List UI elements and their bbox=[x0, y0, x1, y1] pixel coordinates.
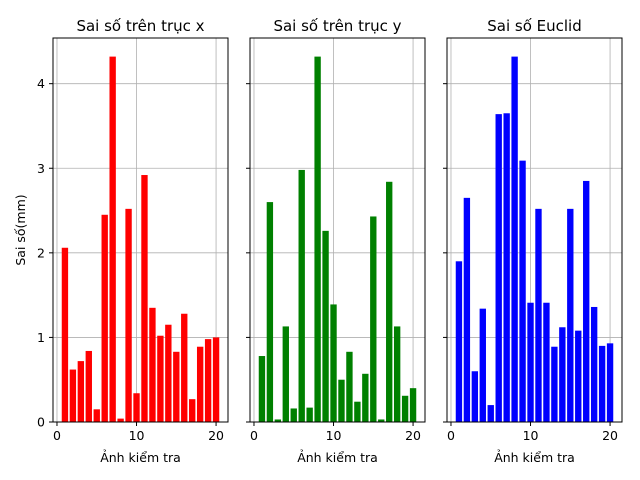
x-tick-label: 20 bbox=[405, 428, 421, 443]
bar bbox=[598, 345, 606, 422]
chart-title: Sai số trên trục y bbox=[273, 17, 401, 35]
bar bbox=[69, 369, 77, 422]
bar bbox=[338, 379, 345, 422]
bar bbox=[503, 113, 510, 423]
bar bbox=[133, 393, 140, 422]
bar bbox=[109, 56, 116, 422]
bar bbox=[495, 114, 502, 422]
axes-frame bbox=[446, 37, 623, 423]
x-tick-label: 0 bbox=[53, 428, 61, 443]
bar bbox=[362, 373, 369, 422]
bar bbox=[519, 160, 526, 422]
y-axis-label: Sai số(mm) bbox=[13, 194, 28, 265]
bar bbox=[583, 180, 590, 422]
grid bbox=[250, 38, 425, 423]
x-tick-label: 10 bbox=[326, 428, 342, 443]
y-tick-label: 2 bbox=[37, 245, 45, 260]
bar bbox=[455, 261, 463, 422]
bar bbox=[306, 407, 313, 422]
bar bbox=[61, 247, 69, 422]
bar bbox=[471, 371, 479, 422]
bar bbox=[181, 313, 188, 422]
chart-title: Sai số trên trục x bbox=[76, 17, 204, 35]
bar bbox=[535, 208, 542, 422]
x-axis-label: Ảnh kiểm tra bbox=[494, 449, 575, 465]
bar bbox=[282, 326, 289, 422]
bar bbox=[551, 346, 558, 422]
x-tick-label: 10 bbox=[523, 428, 539, 443]
y-tick-label: 1 bbox=[37, 330, 45, 345]
bar bbox=[575, 330, 582, 422]
bar bbox=[165, 324, 172, 422]
bar bbox=[125, 208, 132, 422]
x-tick-label: 20 bbox=[208, 428, 224, 443]
bar bbox=[354, 401, 361, 422]
y-tick-label: 0 bbox=[37, 415, 45, 430]
bar bbox=[559, 327, 566, 422]
bar bbox=[527, 302, 534, 422]
bar bbox=[487, 405, 494, 422]
x-tick-label: 0 bbox=[250, 428, 258, 443]
bar bbox=[157, 335, 164, 422]
bar bbox=[370, 216, 377, 422]
x-axis-label: Ảnh kiểm tra bbox=[100, 449, 181, 465]
chart-title: Sai số Euclid bbox=[487, 17, 582, 35]
bar bbox=[606, 343, 614, 422]
bar bbox=[314, 56, 321, 422]
axes-frame bbox=[249, 37, 426, 423]
bars bbox=[258, 56, 417, 422]
bar bbox=[189, 399, 196, 422]
bar bbox=[149, 307, 156, 422]
bar bbox=[173, 351, 180, 422]
bar bbox=[204, 339, 212, 422]
x-tick-label: 20 bbox=[602, 428, 618, 443]
bar bbox=[511, 56, 518, 422]
bar bbox=[330, 304, 337, 422]
bar bbox=[463, 197, 471, 422]
bar bbox=[479, 308, 486, 422]
bar bbox=[266, 202, 274, 422]
subplot-y-error: Sai số trên trục y Ảnh kiểm tra 0 10 20 bbox=[246, 17, 426, 465]
subplot-x-error: Sai số trên trục x Ảnh kiểm tra Sai số(m… bbox=[13, 17, 229, 465]
x-axis-label: Ảnh kiểm tra bbox=[297, 449, 378, 465]
bar bbox=[298, 169, 305, 422]
bar bbox=[274, 419, 282, 422]
bar bbox=[101, 214, 108, 422]
x-tick-label: 0 bbox=[447, 428, 455, 443]
bar bbox=[322, 230, 329, 422]
bar bbox=[386, 181, 393, 422]
bar bbox=[393, 326, 401, 422]
bar bbox=[212, 337, 220, 422]
y-tick-label: 3 bbox=[37, 161, 45, 176]
subplot-euclid-error: Sai số Euclid Ảnh kiểm tra 0 10 20 bbox=[443, 17, 623, 465]
bar bbox=[141, 175, 148, 422]
bar bbox=[117, 418, 124, 422]
bar bbox=[85, 350, 92, 422]
bar bbox=[258, 356, 266, 422]
bar bbox=[196, 346, 204, 422]
axes-frame bbox=[52, 37, 229, 423]
bar bbox=[346, 351, 353, 422]
bar bbox=[590, 306, 598, 422]
bars bbox=[455, 56, 614, 423]
bar bbox=[401, 395, 409, 422]
bar bbox=[290, 408, 297, 422]
bar bbox=[77, 361, 85, 422]
bar bbox=[378, 419, 385, 422]
bar bbox=[543, 302, 550, 422]
y-tick-label: 4 bbox=[37, 76, 45, 91]
bar bbox=[409, 388, 417, 422]
x-tick-label: 10 bbox=[129, 428, 145, 443]
bar bbox=[567, 208, 574, 422]
bar bbox=[93, 409, 100, 422]
bars bbox=[61, 56, 220, 422]
